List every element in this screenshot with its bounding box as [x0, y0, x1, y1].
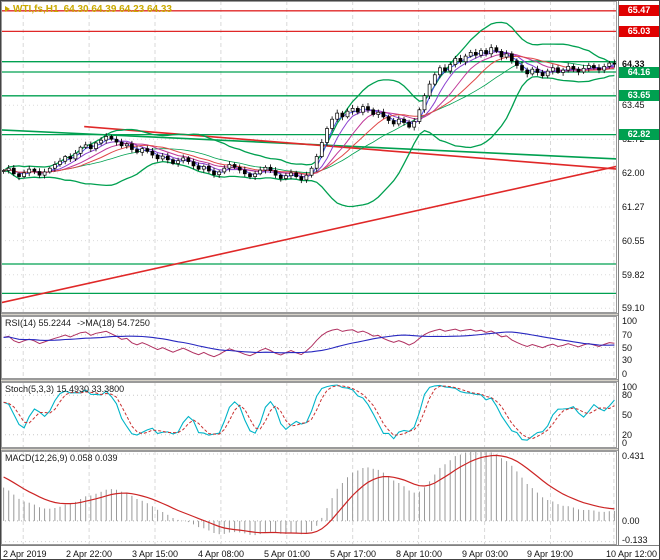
ohlc-values: 64.30 64.39 64.23 64.33: [63, 4, 172, 15]
time-label: 4 Apr 08:00: [197, 549, 245, 559]
price-tick: 62.00: [622, 167, 645, 178]
price-tick: 30: [622, 355, 633, 366]
stochastic-value-label: Stoch(5,3,3) 15.4930 33.3800: [5, 384, 125, 394]
main-chart-panel[interactable]: WTI,fs,H1 64.30 64.39 64.23 64.33: [1, 1, 617, 313]
price-tick: 50: [622, 342, 633, 353]
price-tick: 0: [622, 438, 628, 448]
price-tick: 50: [622, 410, 633, 420]
bollinger-bands: [3, 21, 615, 208]
price-axis[interactable]: 63.4562.7262.0061.2760.5559.8259.1064.33…: [618, 1, 659, 545]
price-tick: 59.82: [622, 269, 645, 280]
price-tick: 63.45: [622, 100, 645, 111]
stochastic-level-lines: [1, 394, 617, 436]
price-tick: 100: [622, 316, 638, 326]
rsi-ma-value-label: ->MA(18) 54.7250: [77, 318, 150, 328]
price-tick: 0: [622, 369, 628, 379]
macd-gridlines: [1, 453, 617, 543]
rsi-panel[interactable]: RSI(14) 55.2244 ->MA(18) 54.7250: [1, 316, 617, 379]
price-tick: 100: [622, 382, 638, 392]
stochastic-label: Stoch(5,3,3) 15.4930 33.3800: [5, 384, 130, 394]
price-badge: 65.47: [619, 5, 659, 17]
price-tick: 70: [622, 329, 633, 340]
time-label: 10 Apr 12:00: [605, 549, 657, 559]
panel-separator[interactable]: [1, 448, 659, 451]
vertical-gridlines: [22, 1, 615, 313]
chart-symbol-icon: [5, 6, 10, 12]
horizontal-gridlines: [1, 104, 617, 309]
macd-label: MACD(12,26,9) 0.058 0.039: [5, 453, 124, 463]
macd-canvas[interactable]: [1, 451, 617, 545]
rsi-level-lines: [1, 334, 617, 361]
rsi-canvas[interactable]: [1, 316, 617, 379]
time-label: 5 Apr 01:00: [263, 549, 311, 559]
price-tick: 59.10: [622, 303, 645, 314]
rsi-label: RSI(14) 55.2244 ->MA(18) 54.7250: [5, 318, 156, 328]
current-price-label: 64.33: [622, 59, 645, 70]
macd-panel[interactable]: MACD(12,26,9) 0.058 0.039: [1, 451, 617, 545]
support-resistance-levels: [1, 10, 617, 295]
price-tick: 0.431: [622, 451, 645, 461]
rsi-lines: [3, 328, 615, 358]
time-label: 2 Apr 22:00: [65, 549, 113, 559]
stochastic-lines: [3, 384, 615, 441]
time-label: 9 Apr 03:00: [461, 549, 509, 559]
time-axis[interactable]: 2 Apr 2019 2 Apr 22:00 3 Apr 15:00 4 Apr 08…: [1, 545, 659, 559]
chart-title: WTI,fs,H1 64.30 64.39 64.23 64.33: [5, 4, 172, 15]
price-tick: 80: [622, 390, 633, 401]
candlesticks: [1, 44, 617, 184]
macd-value-label: MACD(12,26,9) 0.058 0.039: [5, 453, 118, 463]
price-chart-canvas[interactable]: [1, 1, 617, 313]
price-badge: 62.82: [619, 129, 659, 141]
stochastic-canvas[interactable]: [1, 382, 617, 448]
vertical-gridlines: [22, 451, 615, 545]
time-label: 5 Apr 17:00: [329, 549, 377, 559]
price-tick: 20: [622, 429, 633, 440]
time-label: 9 Apr 19:00: [526, 549, 574, 559]
price-tick: 61.27: [622, 202, 645, 212]
macd-histogram: [3, 451, 615, 536]
stochastic-panel[interactable]: Stoch(5,3,3) 15.4930 33.3800: [1, 382, 617, 448]
price-badge: 65.03: [619, 25, 659, 37]
panel-separator[interactable]: [1, 313, 659, 316]
time-label: 2 Apr 2019: [3, 549, 47, 559]
trendlines: [1, 125, 617, 304]
time-label: 8 Apr 10:00: [395, 549, 443, 559]
price-badge: 63.65: [619, 90, 659, 102]
price-tick: 0.00: [622, 515, 640, 526]
time-label: 3 Apr 15:00: [131, 549, 179, 559]
price-badge: 64.16: [619, 66, 659, 78]
price-tick: 60.55: [622, 235, 645, 246]
panel-separator[interactable]: [1, 379, 659, 382]
macd-signal-line: [3, 454, 615, 535]
price-tick: -0.133: [622, 535, 648, 545]
rsi-value-label: RSI(14) 55.2244: [5, 318, 72, 328]
chart-symbol-label: WTI,fs,H1: [13, 4, 59, 15]
